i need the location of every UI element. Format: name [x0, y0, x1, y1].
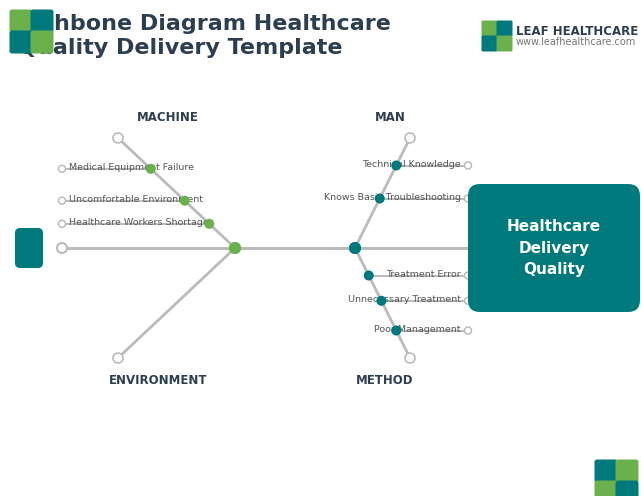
FancyBboxPatch shape — [468, 184, 640, 312]
Text: MAN: MAN — [374, 111, 406, 124]
Text: Fishbone Diagram Healthcare
Quality Delivery Template: Fishbone Diagram Healthcare Quality Deli… — [18, 14, 391, 58]
Circle shape — [391, 325, 401, 335]
Circle shape — [465, 327, 472, 334]
Circle shape — [146, 164, 156, 174]
FancyBboxPatch shape — [497, 20, 513, 37]
FancyBboxPatch shape — [594, 459, 617, 483]
Circle shape — [349, 242, 361, 254]
Text: ENVIRONMENT: ENVIRONMENT — [109, 374, 207, 387]
Text: MACHINE: MACHINE — [137, 111, 199, 124]
Text: Technical Knowledge: Technical Knowledge — [362, 160, 461, 169]
Text: Healthcare
Delivery
Quality: Healthcare Delivery Quality — [507, 219, 601, 277]
Text: Unnecessary Treatment: Unnecessary Treatment — [348, 295, 461, 305]
Text: Medical Equipment Failure: Medical Equipment Failure — [69, 163, 194, 172]
Circle shape — [58, 220, 65, 227]
Circle shape — [465, 272, 472, 279]
Circle shape — [113, 353, 123, 363]
Circle shape — [405, 353, 415, 363]
Circle shape — [113, 133, 123, 143]
Text: www.leafhealthcare.com: www.leafhealthcare.com — [516, 37, 637, 47]
Circle shape — [58, 165, 65, 172]
FancyBboxPatch shape — [10, 9, 33, 33]
Text: Poor Management: Poor Management — [374, 325, 461, 334]
FancyBboxPatch shape — [481, 20, 497, 37]
Text: METHOD: METHOD — [356, 374, 413, 387]
FancyBboxPatch shape — [497, 36, 513, 52]
Circle shape — [405, 133, 415, 143]
Circle shape — [204, 219, 214, 229]
Circle shape — [363, 270, 374, 281]
Text: Treatment Error: Treatment Error — [387, 270, 461, 279]
FancyBboxPatch shape — [481, 36, 497, 52]
Circle shape — [179, 196, 190, 206]
Circle shape — [229, 242, 241, 254]
Circle shape — [58, 197, 65, 204]
Circle shape — [465, 297, 472, 305]
Text: Healthcare Workers Shortages: Healthcare Workers Shortages — [69, 218, 213, 227]
Circle shape — [465, 195, 472, 202]
Circle shape — [349, 242, 361, 254]
Circle shape — [57, 243, 67, 253]
Circle shape — [391, 161, 401, 171]
FancyBboxPatch shape — [10, 30, 33, 54]
Circle shape — [229, 242, 241, 254]
Circle shape — [376, 296, 387, 306]
Text: Knows Basic Troubleshooting: Knows Basic Troubleshooting — [324, 193, 461, 202]
Text: LEAF HEALTHCARE: LEAF HEALTHCARE — [516, 25, 638, 38]
Circle shape — [375, 193, 385, 203]
Text: Uncomfortable Environment: Uncomfortable Environment — [69, 195, 203, 204]
FancyBboxPatch shape — [594, 481, 617, 496]
FancyBboxPatch shape — [15, 228, 43, 268]
FancyBboxPatch shape — [615, 459, 638, 483]
FancyBboxPatch shape — [31, 9, 53, 33]
FancyBboxPatch shape — [615, 481, 638, 496]
FancyBboxPatch shape — [31, 30, 53, 54]
Circle shape — [465, 162, 472, 169]
